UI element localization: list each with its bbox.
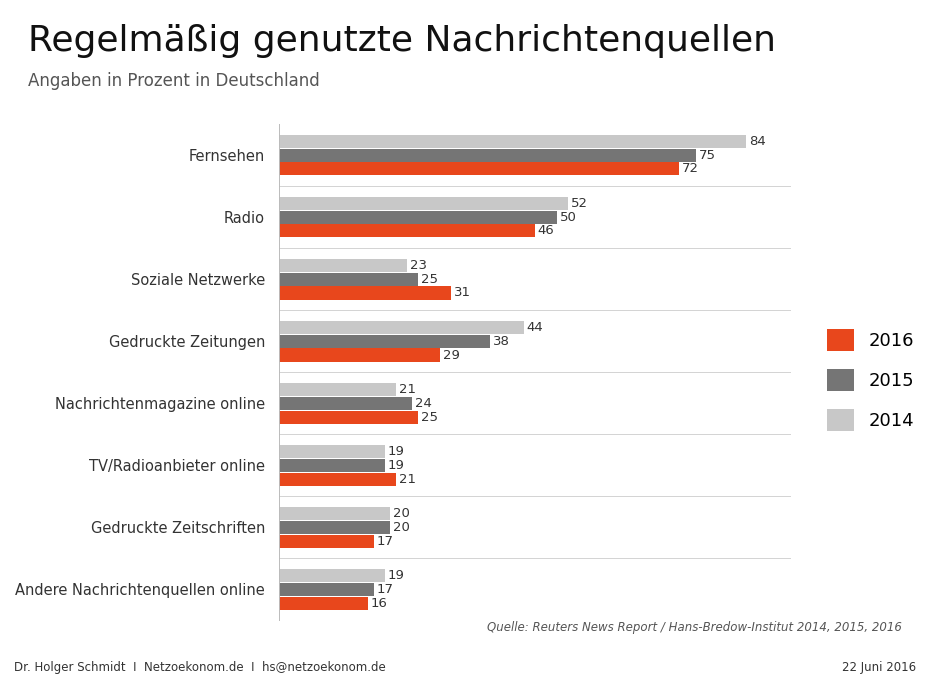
Bar: [279, 320, 524, 333]
Text: 22 Juni 2016: 22 Juni 2016: [842, 661, 916, 674]
Bar: [279, 568, 385, 582]
Bar: [279, 506, 391, 520]
Bar: [279, 163, 679, 176]
Text: 20: 20: [393, 506, 410, 520]
Text: 75: 75: [698, 149, 716, 161]
Bar: [279, 397, 412, 409]
Bar: [279, 225, 535, 238]
Bar: [279, 583, 374, 595]
Text: 19: 19: [388, 444, 405, 457]
Bar: [279, 287, 451, 300]
Text: 46: 46: [538, 225, 554, 238]
Text: 21: 21: [399, 382, 416, 395]
Text: 17: 17: [377, 535, 393, 548]
Text: 21: 21: [399, 473, 416, 486]
Bar: [279, 211, 557, 223]
Bar: [279, 149, 696, 161]
Bar: [279, 349, 440, 362]
Text: 17: 17: [377, 583, 393, 595]
Bar: [279, 444, 385, 457]
Text: 31: 31: [454, 287, 472, 300]
Bar: [279, 273, 418, 285]
Text: 52: 52: [571, 196, 588, 209]
Text: 84: 84: [749, 134, 765, 147]
Bar: [279, 196, 568, 209]
Bar: [279, 459, 385, 471]
Text: 50: 50: [560, 211, 577, 223]
Text: 24: 24: [415, 397, 432, 409]
Bar: [279, 134, 746, 147]
Bar: [279, 473, 396, 486]
Text: Quelle: Reuters News Report / Hans-Bredow-Institut 2014, 2015, 2016: Quelle: Reuters News Report / Hans-Bredo…: [487, 621, 902, 635]
Text: 29: 29: [443, 349, 460, 362]
Bar: [279, 411, 418, 424]
Text: 72: 72: [682, 163, 699, 176]
Legend: 2016, 2015, 2014: 2016, 2015, 2014: [820, 322, 922, 438]
Bar: [279, 335, 490, 347]
Text: Angaben in Prozent in Deutschland: Angaben in Prozent in Deutschland: [28, 72, 320, 90]
Text: 23: 23: [409, 258, 427, 271]
Text: 44: 44: [526, 320, 543, 333]
Text: 19: 19: [388, 459, 405, 471]
Bar: [279, 258, 407, 271]
Text: Regelmäßig genutzte Nachrichtenquellen: Regelmäßig genutzte Nachrichtenquellen: [28, 24, 776, 58]
Text: 25: 25: [420, 411, 438, 424]
Text: 20: 20: [393, 521, 410, 533]
Text: Dr. Holger Schmidt  I  Netzoekonom.de  I  hs@netzoekonom.de: Dr. Holger Schmidt I Netzoekonom.de I hs…: [14, 661, 386, 674]
Bar: [279, 521, 391, 533]
Text: 25: 25: [420, 273, 438, 285]
Text: 16: 16: [371, 597, 388, 610]
Bar: [279, 382, 396, 395]
Text: 19: 19: [388, 568, 405, 582]
Text: 38: 38: [493, 335, 510, 347]
Bar: [279, 535, 374, 548]
Bar: [279, 597, 368, 610]
